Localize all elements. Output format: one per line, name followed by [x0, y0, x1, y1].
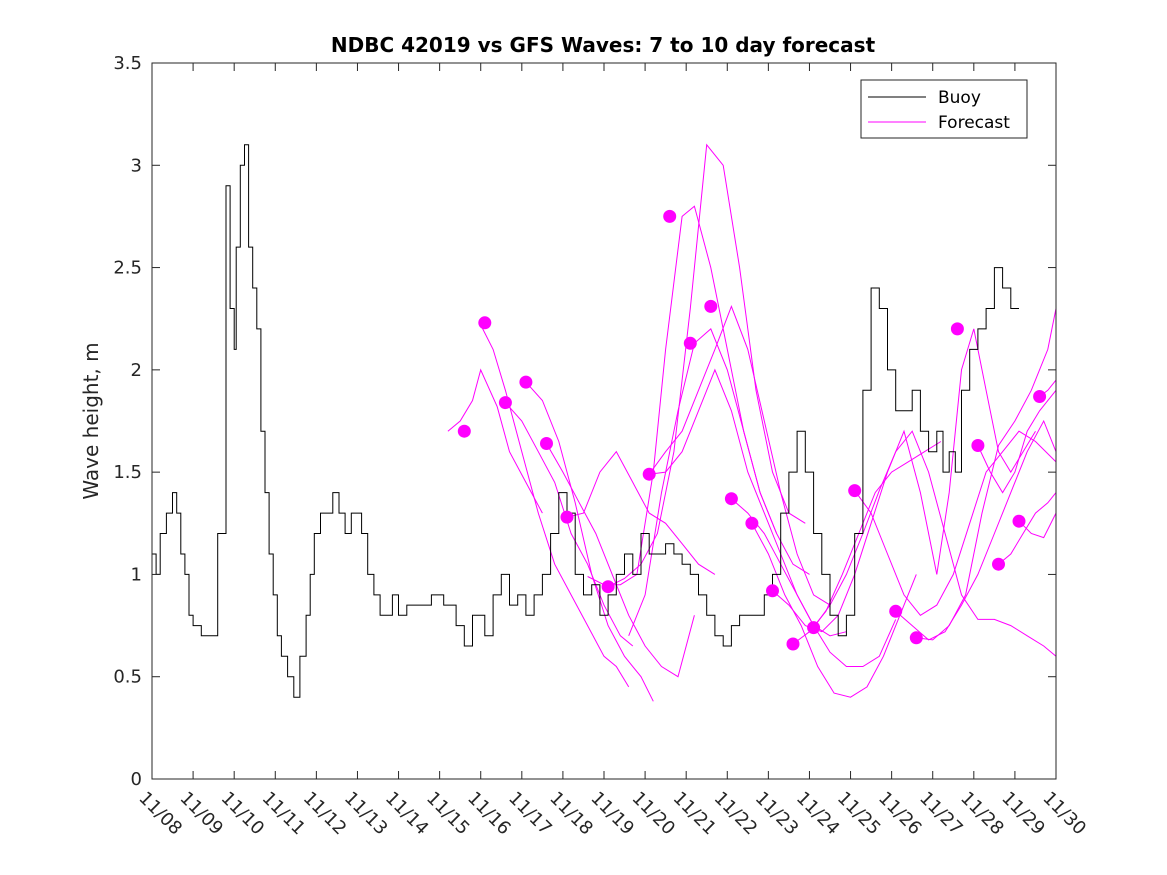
- plot-area: [151, 62, 1057, 780]
- y-tick-label: 0: [131, 769, 142, 790]
- legend: Buoy Forecast: [860, 79, 1028, 139]
- forecast-marker-14: [766, 584, 779, 598]
- forecast-marker-13: [745, 516, 759, 530]
- forecast-marker-24: [1033, 390, 1047, 403]
- forecast-marker-19: [909, 631, 923, 645]
- forecast-marker-17: [848, 484, 862, 498]
- forecast-line-4: [525, 381, 654, 702]
- legend-box: [860, 79, 1028, 139]
- forecast-line-5: [546, 443, 695, 678]
- forecast-line-23: [1018, 512, 1057, 539]
- forecast-marker-9: [683, 336, 697, 350]
- forecast-line-2: [480, 324, 630, 688]
- forecast-line-13: [751, 523, 917, 698]
- y-tick-label: 0.5: [113, 667, 142, 688]
- forecast-marker-2: [478, 316, 492, 330]
- forecast-line-22: [998, 492, 1057, 565]
- y-tick-label: 2.5: [113, 258, 142, 279]
- forecast-line-18: [895, 419, 1057, 641]
- y-tick-label: 2: [131, 360, 142, 381]
- forecast-marker-6: [560, 510, 574, 524]
- y-axis-label: Wave height, m: [79, 342, 103, 499]
- plot-background: [152, 63, 1056, 779]
- legend-forecast-label: Forecast: [938, 113, 1010, 133]
- forecast-marker-20: [950, 322, 964, 336]
- forecast-line-10: [648, 305, 831, 606]
- forecast-marker-18: [889, 604, 903, 618]
- forecast-marker-10: [704, 299, 718, 313]
- forecast-line-21: [977, 389, 1057, 494]
- forecast-marker-11: [642, 467, 656, 481]
- buoy-line: [152, 144, 1019, 698]
- chart-title: NDBC 42019 vs GFS Waves: 7 to 10 day for…: [331, 33, 876, 57]
- forecast-marker-23: [1012, 514, 1026, 528]
- y-tick-label: 1: [131, 564, 142, 585]
- forecast-marker-12: [724, 492, 738, 506]
- forecast-line-1: [447, 368, 543, 514]
- y-tick-label: 3.5: [113, 53, 142, 74]
- forecast-line-6: [566, 450, 716, 575]
- forecast-line-19: [916, 308, 1057, 641]
- forecast-line-9: [628, 328, 810, 636]
- forecast-line-17: [854, 430, 1057, 616]
- forecast-line-3: [505, 402, 634, 647]
- y-tick-label: 1.5: [113, 462, 142, 483]
- forecast-marker-21: [971, 439, 985, 452]
- forecast-marker-5: [540, 437, 553, 450]
- forecast-marker-8: [601, 580, 615, 594]
- forecast-marker-16: [807, 621, 821, 635]
- forecast-marker-22: [992, 557, 1005, 571]
- y-tick-label: 3: [131, 155, 142, 176]
- legend-buoy-label: Buoy: [938, 88, 981, 108]
- forecast-marker-1: [457, 424, 471, 438]
- y-axis: 0 0.5 1 1.5 2 2.5 3 3.5: [113, 53, 1056, 790]
- forecast-marker-7: [663, 209, 677, 223]
- forecast-marker-15: [786, 637, 800, 651]
- forecast-marker-3: [498, 396, 512, 410]
- forecast-marker-4: [519, 375, 533, 389]
